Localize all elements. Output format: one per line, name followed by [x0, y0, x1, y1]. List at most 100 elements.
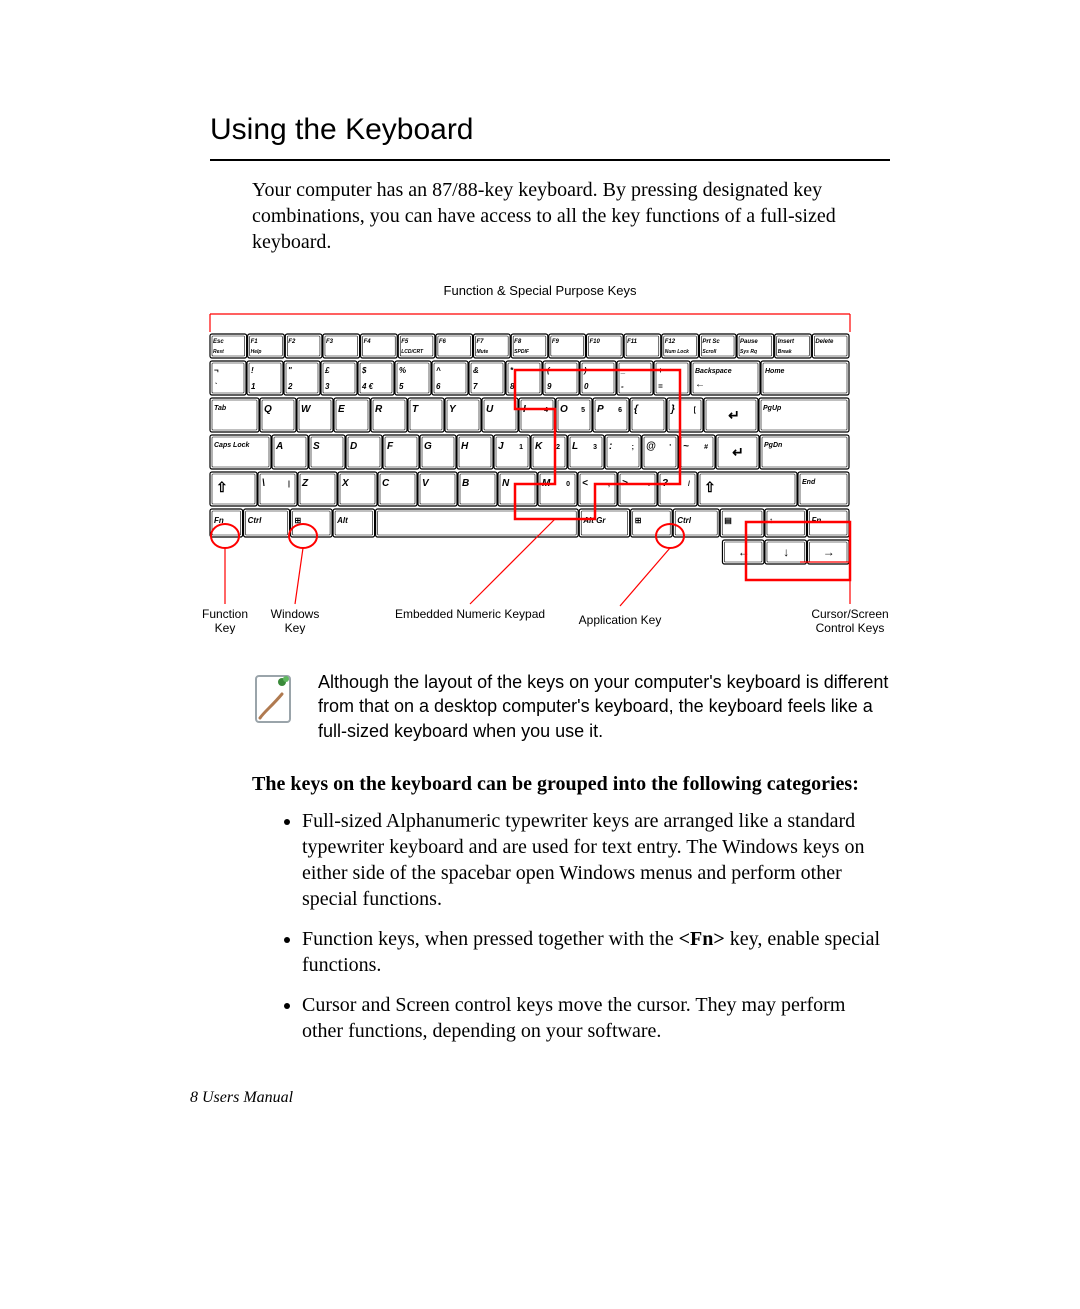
svg-text:Esc: Esc [213, 339, 224, 345]
bullet-2: Function keys, when pressed together wit… [302, 926, 890, 978]
svg-text:F7: F7 [477, 339, 485, 345]
svg-text::: : [609, 441, 612, 452]
svg-text:B: B [462, 478, 469, 489]
bullet-1: Full-sized Alphanumeric typewriter keys … [302, 808, 890, 912]
svg-text:↑: ↑ [769, 516, 773, 525]
svg-text:F12: F12 [665, 339, 676, 345]
svg-text:Fn: Fn [811, 516, 821, 525]
svg-text:£: £ [324, 366, 330, 375]
svg-text:O: O [560, 404, 568, 415]
keyboard-diagram: Function & Special Purpose Keys Esc Rest F… [190, 283, 890, 634]
intro-paragraph: Your computer has an 87/88-key keyboard.… [252, 177, 890, 255]
label-embedded-numeric: Embedded Numeric Keypad [395, 607, 545, 621]
keyboard-svg: EscRestF1HelpF2F3F4F5LCD/CRTF6F7MuteF8SP… [190, 304, 890, 634]
svg-text:@: @ [646, 441, 656, 452]
svg-text:Tab: Tab [214, 405, 227, 412]
svg-text:←: ← [738, 545, 750, 559]
svg-text:W: W [301, 404, 312, 415]
svg-text:3: 3 [325, 382, 330, 391]
svg-text:#: # [704, 444, 708, 451]
svg-text:F1: F1 [251, 339, 259, 345]
note-block: Although the layout of the keys on your … [252, 670, 890, 743]
svg-text:U: U [486, 404, 494, 415]
svg-text:End: End [802, 479, 816, 486]
svg-text:K: K [535, 441, 543, 452]
svg-text:!: ! [251, 366, 254, 375]
svg-text:←: ← [695, 379, 705, 390]
label-cursor-screen: Cursor/Screen [811, 607, 888, 621]
svg-text:6: 6 [436, 382, 441, 391]
svg-text:Scroll: Scroll [702, 349, 717, 355]
svg-text:Z: Z [301, 478, 309, 489]
svg-text:PgDn: PgDn [764, 442, 782, 449]
svg-text:0: 0 [566, 481, 570, 488]
svg-text:H: H [461, 441, 469, 452]
svg-text:0: 0 [584, 382, 589, 391]
svg-text:⊞: ⊞ [635, 516, 642, 525]
svg-text:C: C [382, 478, 390, 489]
svg-text:Alt: Alt [336, 516, 348, 525]
svg-text:F11: F11 [627, 339, 638, 345]
svg-text:G: G [424, 441, 432, 452]
svg-text:": " [288, 366, 292, 375]
svg-text:Ctrl: Ctrl [248, 516, 263, 525]
svg-text:P: P [597, 404, 604, 415]
bullet-3: Cursor and Screen control keys move the … [302, 992, 890, 1044]
svg-text:Pause: Pause [740, 339, 758, 345]
svg-text:}: } [670, 404, 675, 415]
svg-text:F10: F10 [589, 339, 600, 345]
svg-text:⇧: ⇧ [216, 479, 228, 495]
svg-text:%: % [399, 366, 406, 375]
svg-text:T: T [412, 404, 419, 415]
svg-text:Help: Help [251, 349, 262, 355]
svg-text:$: $ [361, 366, 367, 375]
svg-text:Q: Q [264, 404, 272, 415]
svg-text:E: E [338, 404, 345, 415]
svg-text:Prt Sc: Prt Sc [702, 339, 720, 345]
svg-text:5: 5 [581, 407, 585, 414]
svg-text:F5: F5 [401, 339, 409, 345]
svg-text:LCD/CRT: LCD/CRT [401, 349, 424, 355]
diagram-top-label: Function & Special Purpose Keys [190, 283, 890, 298]
svg-text:X: X [341, 478, 350, 489]
svg-text:F3: F3 [326, 339, 334, 345]
svg-text:R: R [375, 404, 383, 415]
svg-text:F8: F8 [514, 339, 522, 345]
label-function-key: Function [202, 607, 248, 621]
svg-text:\: \ [262, 478, 265, 489]
svg-text:D: D [350, 441, 357, 452]
page-footer: 8 Users Manual [190, 1089, 293, 1107]
title-rule [210, 159, 890, 161]
svg-text:FunctionKey: FunctionKey [202, 607, 248, 634]
svg-text:<: < [582, 478, 588, 489]
svg-text:Rest: Rest [213, 349, 224, 355]
grouped-bullets: Full-sized Alphanumeric typewriter keys … [284, 808, 890, 1044]
svg-text:~: ~ [683, 441, 689, 452]
svg-text:1: 1 [251, 382, 256, 391]
svg-text:Cursor/ScreenControl Keys: Cursor/ScreenControl Keys [811, 607, 888, 634]
svg-text:A: A [275, 441, 283, 452]
svg-text:S: S [313, 441, 320, 452]
svg-text:4 €: 4 € [361, 382, 374, 391]
svg-text:¬: ¬ [214, 366, 219, 375]
svg-text:Backspace: Backspace [695, 368, 732, 375]
svg-text:Home: Home [765, 368, 785, 375]
svg-text:|: | [288, 481, 290, 488]
svg-text:7: 7 [473, 382, 478, 391]
svg-text:;: ; [632, 444, 634, 451]
svg-text:F4: F4 [364, 339, 372, 345]
grouped-heading: The keys on the keyboard can be grouped … [252, 773, 890, 796]
svg-text:Num Lock: Num Lock [665, 349, 689, 355]
svg-text:1: 1 [519, 444, 523, 451]
svg-text:=: = [658, 382, 663, 391]
svg-text:PgUp: PgUp [763, 405, 782, 412]
svg-text:2: 2 [287, 382, 293, 391]
svg-text:Sys Rq: Sys Rq [740, 349, 757, 355]
svg-text:↓: ↓ [783, 545, 789, 559]
svg-text:Delete: Delete [815, 339, 834, 345]
svg-text:N: N [502, 478, 510, 489]
svg-text:↵: ↵ [728, 407, 740, 423]
svg-text:Ctrl: Ctrl [677, 516, 692, 525]
svg-text:3: 3 [593, 444, 597, 451]
svg-text:2: 2 [556, 444, 560, 451]
